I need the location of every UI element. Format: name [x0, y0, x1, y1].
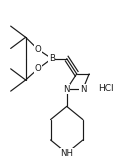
Text: N: N	[80, 85, 86, 94]
Text: NH: NH	[60, 149, 73, 158]
Text: O: O	[35, 45, 42, 54]
Text: B: B	[49, 54, 55, 63]
Text: HCl: HCl	[98, 84, 113, 93]
Text: N: N	[64, 85, 70, 94]
Text: O: O	[35, 64, 42, 73]
